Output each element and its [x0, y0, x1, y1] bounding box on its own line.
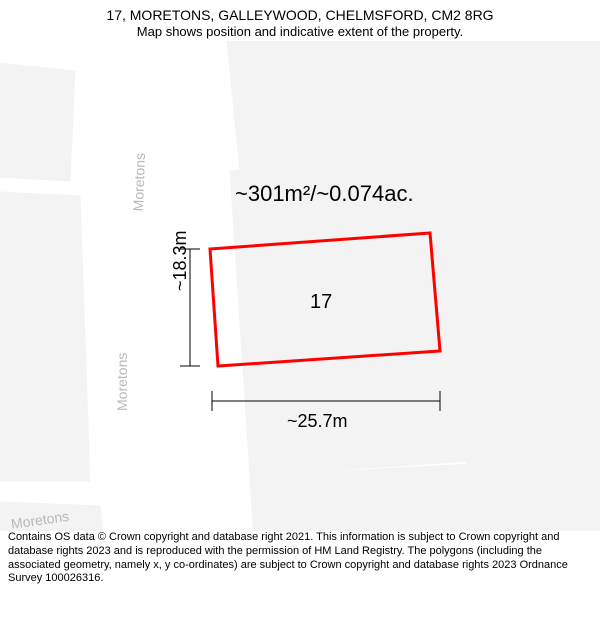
copyright-footer: Contains OS data © Crown copyright and d… — [0, 531, 600, 586]
width-dimension-label: ~25.7m — [287, 411, 348, 432]
property-map: MoretonsMoretonsMoretons ~301m²/~0.074ac… — [0, 41, 600, 531]
map-svg — [0, 41, 600, 531]
page-title: 17, MORETONS, GALLEYWOOD, CHELMSFORD, CM… — [0, 6, 600, 24]
road-name-label: Moretons — [114, 353, 130, 411]
road-name-label: Moretons — [130, 153, 148, 212]
header: 17, MORETONS, GALLEYWOOD, CHELMSFORD, CM… — [0, 0, 600, 41]
height-dimension-label: ~18.3m — [170, 231, 191, 292]
page-subtitle: Map shows position and indicative extent… — [0, 24, 600, 41]
area-measurement-label: ~301m²/~0.074ac. — [235, 181, 414, 207]
plot-number-label: 17 — [310, 291, 332, 314]
